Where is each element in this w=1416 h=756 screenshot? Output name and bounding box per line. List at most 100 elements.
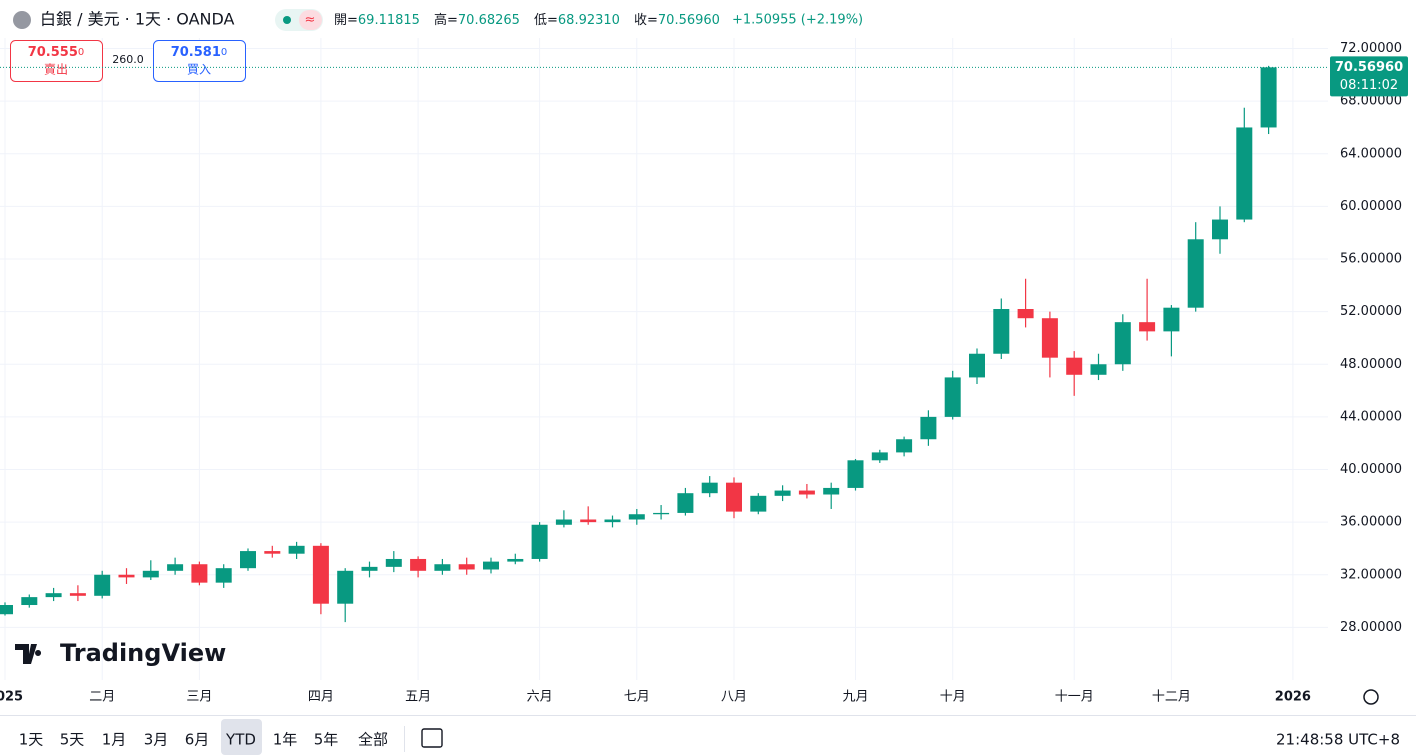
- status-icon: ≈: [305, 13, 316, 28]
- candle-body: [45, 593, 62, 598]
- x-tick-label: 八月: [721, 690, 747, 705]
- candle-body: [410, 558, 427, 571]
- sell-price-main: 70.555: [28, 45, 78, 60]
- candle-body: [531, 524, 548, 559]
- range-button[interactable]: 1年: [273, 731, 298, 749]
- candle-body: [944, 377, 961, 417]
- buy-price-suffix: 0: [221, 47, 227, 58]
- candle-body: [94, 574, 111, 596]
- candle-body: [69, 593, 86, 596]
- x-tick-label: 2025: [0, 690, 23, 705]
- candle-body: [483, 561, 499, 570]
- last-price-box: [1330, 56, 1408, 97]
- candle-body: [628, 514, 645, 520]
- symbol[interactable]: 白銀 / 美元 · 1天 · OANDA: [40, 10, 235, 29]
- ohlc-label: 高=: [434, 12, 458, 28]
- x-tick-label: 六月: [527, 690, 553, 705]
- ohlc-item: 收=70.56960: [634, 13, 720, 28]
- candle-body: [1139, 322, 1156, 332]
- y-tick-label: 44.00000: [1340, 409, 1402, 424]
- change: +1.50955 (+2.19%): [732, 13, 863, 28]
- sell-button[interactable]: [10, 40, 103, 82]
- x-tick-label: 七月: [624, 690, 650, 705]
- candle-body: [750, 495, 767, 512]
- sell-price-suffix: 0: [78, 47, 84, 58]
- candle-body: [1236, 127, 1253, 220]
- range-active-bg: [221, 719, 262, 755]
- x-tick-label: 二月: [89, 690, 115, 705]
- y-tick-label: 64.00000: [1340, 146, 1402, 161]
- y-tick-label: 56.00000: [1340, 252, 1402, 267]
- candle-body: [167, 564, 184, 571]
- buy-price: 70.5810: [171, 45, 228, 60]
- ohlc-label: 低=: [534, 13, 558, 28]
- y-tick-label: 60.00000: [1340, 199, 1402, 214]
- ohlc-item: 高=70.68265: [434, 12, 520, 28]
- x-tick-label: 九月: [842, 690, 868, 705]
- candle-body: [1114, 322, 1131, 365]
- ohlc-label: 收=: [634, 13, 658, 28]
- candle-body: [264, 551, 281, 554]
- y-tick-label: 36.00000: [1340, 515, 1402, 530]
- range-button[interactable]: 全部: [358, 731, 388, 749]
- ohlc-value: 70.68265: [458, 13, 520, 28]
- candle-body: [604, 519, 621, 523]
- candle-body: [312, 545, 329, 604]
- x-tick-label: 五月: [405, 690, 431, 705]
- ohlc-value: 70.56960: [658, 13, 720, 28]
- settings-icon[interactable]: [1363, 689, 1379, 705]
- candle-body: [847, 460, 864, 488]
- candle-body: [871, 452, 888, 461]
- candle-body: [385, 558, 402, 567]
- candle-body: [191, 564, 208, 583]
- candle-body: [458, 564, 475, 570]
- ohlc-value: 68.92310: [558, 13, 620, 28]
- range-button[interactable]: 5年: [314, 731, 339, 749]
- watermark: TradingView: [60, 639, 226, 667]
- range-button[interactable]: 1月: [102, 731, 127, 749]
- ohlc-item: 低=68.92310: [534, 13, 620, 28]
- y-tick-label: 48.00000: [1340, 357, 1402, 372]
- last-price-label: 70.56960: [1335, 60, 1403, 75]
- candle-body: [1212, 219, 1228, 240]
- candle-body: [142, 570, 159, 578]
- symbol-icon: [13, 11, 31, 29]
- candle-body: [1090, 364, 1107, 375]
- range-button[interactable]: 1天: [19, 731, 44, 749]
- toolbar: 1天 5天 1月 3月 6月 YTD 1年 5年 全部: [19, 719, 388, 755]
- range-button[interactable]: 5天: [60, 731, 85, 749]
- candle-body: [823, 487, 840, 495]
- range-button[interactable]: YTD: [225, 731, 256, 749]
- candle-body: [215, 568, 232, 583]
- buy-label: 買入: [187, 63, 211, 77]
- status-alt: [299, 10, 322, 30]
- y-tick-label: 40.00000: [1340, 462, 1402, 477]
- y-tick-label: 72.00000: [1340, 41, 1402, 56]
- x-tick-label: 十月: [940, 690, 966, 705]
- candle-body: [507, 558, 524, 562]
- sell-label: 賣出: [44, 62, 68, 77]
- y-tick-label: 68.00000: [1340, 94, 1402, 109]
- candle-body: [434, 564, 451, 571]
- spread: 260.0: [112, 53, 144, 66]
- candle-body: [701, 482, 718, 494]
- candle-body: [21, 597, 38, 606]
- buy-button[interactable]: [153, 40, 246, 82]
- range-button[interactable]: 6月: [185, 731, 210, 749]
- logo: TradingView: [15, 639, 226, 667]
- candle-body: [798, 490, 815, 495]
- status-dot: [283, 16, 291, 24]
- candle-body: [118, 574, 135, 578]
- goto-date-icon[interactable]: [421, 728, 443, 748]
- range-button[interactable]: 3月: [144, 731, 169, 749]
- candle-body: [969, 353, 985, 378]
- countdown: 08:11:02: [1340, 78, 1398, 93]
- y-tick-label: 28.00000: [1340, 620, 1402, 635]
- candle-body: [580, 519, 597, 523]
- x-tick-label: 2026: [1275, 690, 1311, 705]
- ohlc-label: 開=: [334, 13, 358, 28]
- ohlc-value: 69.11815: [358, 13, 420, 28]
- candle-body: [0, 605, 13, 615]
